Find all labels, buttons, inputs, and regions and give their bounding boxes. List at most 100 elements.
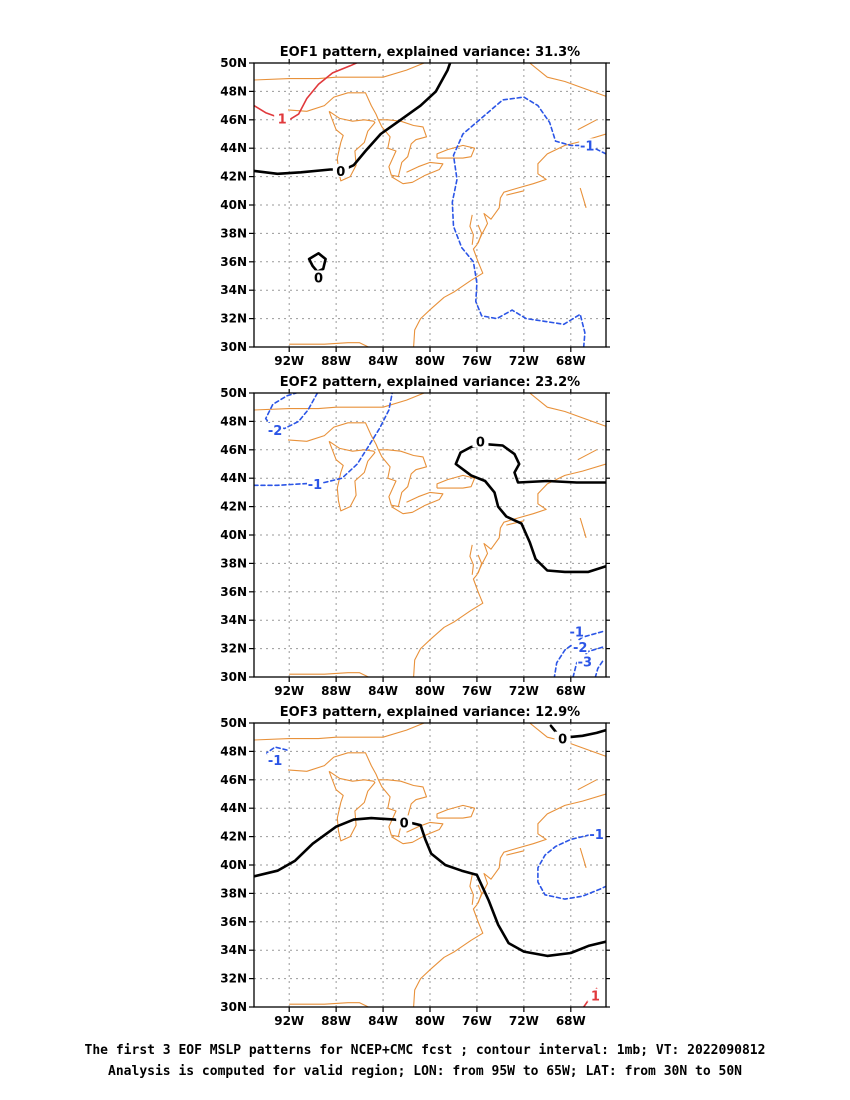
contours	[254, 63, 606, 347]
coastline	[469, 874, 474, 905]
contour-label: -1	[268, 754, 282, 769]
y-tick-label: 32N	[220, 972, 247, 986]
y-tick-label: 36N	[220, 255, 247, 269]
x-tick-label: 72W	[509, 354, 539, 368]
coastline	[391, 161, 444, 185]
axis-ticks: 92W 88W 84W 80W 76W 72W 68W 30N 32N 34N 36N 38N 40N 4…	[220, 386, 610, 698]
y-tick-label: 48N	[220, 744, 247, 758]
contour-label: 0	[400, 816, 409, 831]
x-tick-label: 84W	[368, 354, 398, 368]
x-tick-label: 92W	[274, 354, 304, 368]
contour-label-bg	[472, 434, 489, 448]
contour-label: 0	[314, 271, 323, 286]
contours	[254, 393, 606, 677]
coastline	[577, 449, 597, 461]
contour-label-bg	[274, 111, 291, 125]
y-tick-label: 32N	[220, 642, 247, 656]
coastline	[287, 422, 379, 451]
y-tick-label: 34N	[220, 613, 247, 627]
contour-label: -2	[268, 424, 282, 439]
coastline	[254, 63, 425, 81]
coastline	[413, 133, 606, 347]
y-tick-label: 32N	[220, 312, 247, 326]
coastline	[506, 850, 525, 856]
y-tick-label: 50N	[220, 56, 247, 70]
x-tick-label: 76W	[462, 684, 492, 698]
contour-line	[454, 442, 606, 574]
y-tick-label: 48N	[220, 414, 247, 428]
coastline	[579, 847, 587, 868]
coastline	[289, 1002, 370, 1007]
eof-panel-1: EOF1 pattern, explained variance: 31.3% 1…	[220, 45, 610, 368]
panel-title: EOF1 pattern, explained variance: 31.3%	[280, 45, 580, 60]
x-tick-label: 92W	[274, 1014, 304, 1028]
y-tick-label: 44N	[220, 471, 247, 485]
coastline	[477, 554, 483, 574]
contour-label-bg	[579, 138, 596, 152]
x-tick-label: 68W	[556, 1014, 586, 1028]
contour-line	[553, 630, 604, 677]
x-tick-label: 84W	[368, 1014, 398, 1028]
coastline	[377, 119, 428, 178]
coastline	[477, 224, 483, 244]
coastline	[391, 821, 444, 845]
coastline	[254, 723, 425, 741]
contour-line	[254, 63, 359, 121]
panel-title: EOF3 pattern, explained variance: 12.9%	[280, 705, 580, 720]
contour-label-bg	[568, 624, 585, 638]
coastline	[328, 110, 376, 182]
contour-line	[307, 252, 327, 273]
x-tick-label: 80W	[415, 354, 445, 368]
contour-label-bg	[267, 422, 284, 436]
contour-label-bg	[396, 815, 413, 829]
y-tick-label: 40N	[220, 198, 247, 212]
coastline	[469, 214, 474, 245]
y-tick-label: 42N	[220, 170, 247, 184]
contour-line	[266, 746, 288, 763]
x-tick-label: 88W	[321, 684, 351, 698]
coastline	[289, 672, 370, 677]
contour-label-bg	[307, 476, 324, 490]
y-tick-label: 38N	[220, 226, 247, 240]
y-tick-label: 34N	[220, 943, 247, 957]
panel-title: EOF2 pattern, explained variance: 23.2%	[280, 375, 580, 390]
gridlines	[254, 63, 606, 347]
y-tick-label: 44N	[220, 141, 247, 155]
contour-label: -1	[308, 478, 322, 493]
y-tick-label: 30N	[220, 340, 247, 354]
coastline	[328, 770, 376, 842]
contour-label-bg	[587, 988, 604, 1002]
coastline	[577, 779, 597, 791]
eof-panel-3: EOF3 pattern, explained variance: 12.9% -…	[220, 705, 610, 1028]
contour-line	[254, 63, 452, 176]
coastline	[436, 144, 476, 159]
coastline	[529, 393, 606, 427]
coastline	[477, 884, 483, 904]
coastline	[287, 92, 379, 121]
contour-label-bg	[310, 270, 327, 284]
y-tick-label: 30N	[220, 1000, 247, 1014]
coastline	[506, 190, 525, 196]
contour-label: -3	[578, 655, 592, 670]
x-tick-label: 76W	[462, 354, 492, 368]
caption-line-2: Analysis is computed for valid region; L…	[108, 1064, 742, 1079]
coastline	[469, 544, 474, 575]
x-tick-label: 88W	[321, 1014, 351, 1028]
contour-line	[451, 96, 606, 347]
eof-panel-2: EOF2 pattern, explained variance: 23.2% -…	[220, 375, 610, 698]
coastlines	[254, 723, 606, 1007]
y-tick-label: 44N	[220, 801, 247, 815]
contour-label-bg	[554, 731, 571, 745]
y-tick-label: 42N	[220, 500, 247, 514]
contour-label: -1	[589, 828, 603, 843]
coastline	[391, 491, 444, 515]
y-tick-label: 46N	[220, 113, 247, 127]
y-tick-label: 48N	[220, 84, 247, 98]
x-tick-label: 88W	[321, 354, 351, 368]
coastline	[413, 463, 606, 677]
contour-label-bg	[572, 640, 589, 654]
axis-ticks: 92W 88W 84W 80W 76W 72W 68W 30N 32N 34N 36N 38N 40N 4…	[220, 716, 610, 1028]
coastline	[436, 804, 476, 819]
coastline	[377, 449, 428, 508]
